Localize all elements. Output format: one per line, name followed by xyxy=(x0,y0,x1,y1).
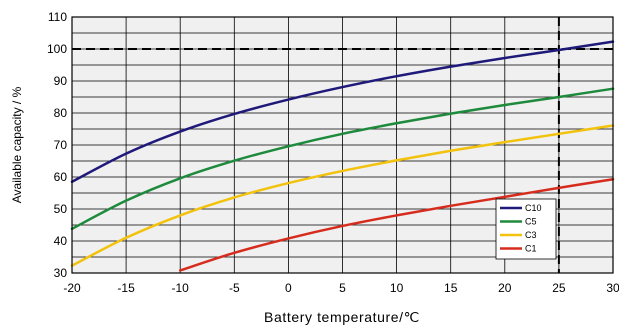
x-tick-label: -20 xyxy=(63,281,81,295)
y-tick-label: 60 xyxy=(54,170,68,184)
y-tick-label: 30 xyxy=(54,266,68,280)
x-tick-label: 10 xyxy=(390,281,404,295)
x-tick-label: -5 xyxy=(229,281,240,295)
y-tick-label: 90 xyxy=(54,74,68,88)
x-tick-label: 5 xyxy=(339,281,346,295)
y-tick-label: 40 xyxy=(54,234,68,248)
x-tick-labels: -20 -15 -10 -5 0 5 10 15 20 25 30 xyxy=(63,281,619,295)
reference-lines xyxy=(72,17,613,273)
x-tick-label: -10 xyxy=(172,281,190,295)
y-tick-label: 100 xyxy=(47,42,67,56)
y-tick-label: 70 xyxy=(54,138,68,152)
y-tick-label: 80 xyxy=(54,106,68,120)
y-tick-label: 110 xyxy=(48,10,67,24)
series-line-c10 xyxy=(70,40,615,184)
x-tick-label: -15 xyxy=(117,281,135,295)
series-line-c3 xyxy=(70,124,615,267)
y-tick-label: 50 xyxy=(54,202,68,216)
plot-frame xyxy=(71,16,614,274)
series-line-c5 xyxy=(70,87,615,231)
legend-label-c1: C1 xyxy=(525,244,537,254)
x-tick-label: 0 xyxy=(285,281,292,295)
x-tick-label: 30 xyxy=(606,281,619,295)
x-tick-label: 25 xyxy=(552,281,566,295)
x-tick-label: 15 xyxy=(444,281,458,295)
series-line-c1 xyxy=(178,177,615,272)
y-axis-label: Available capacity / % xyxy=(10,86,24,203)
x-tick-label: 20 xyxy=(498,281,512,295)
legend-label-c10: C10 xyxy=(525,203,542,213)
legend-label-c3: C3 xyxy=(525,230,537,240)
series-lines xyxy=(70,40,615,272)
legend-label-c5: C5 xyxy=(525,217,537,227)
legend: C10 C5 C3 C1 xyxy=(495,198,557,260)
x-axis-label: Battery temperature/℃ xyxy=(264,309,420,325)
y-tick-labels: 30 40 50 60 70 80 90 100 110 xyxy=(47,10,67,280)
